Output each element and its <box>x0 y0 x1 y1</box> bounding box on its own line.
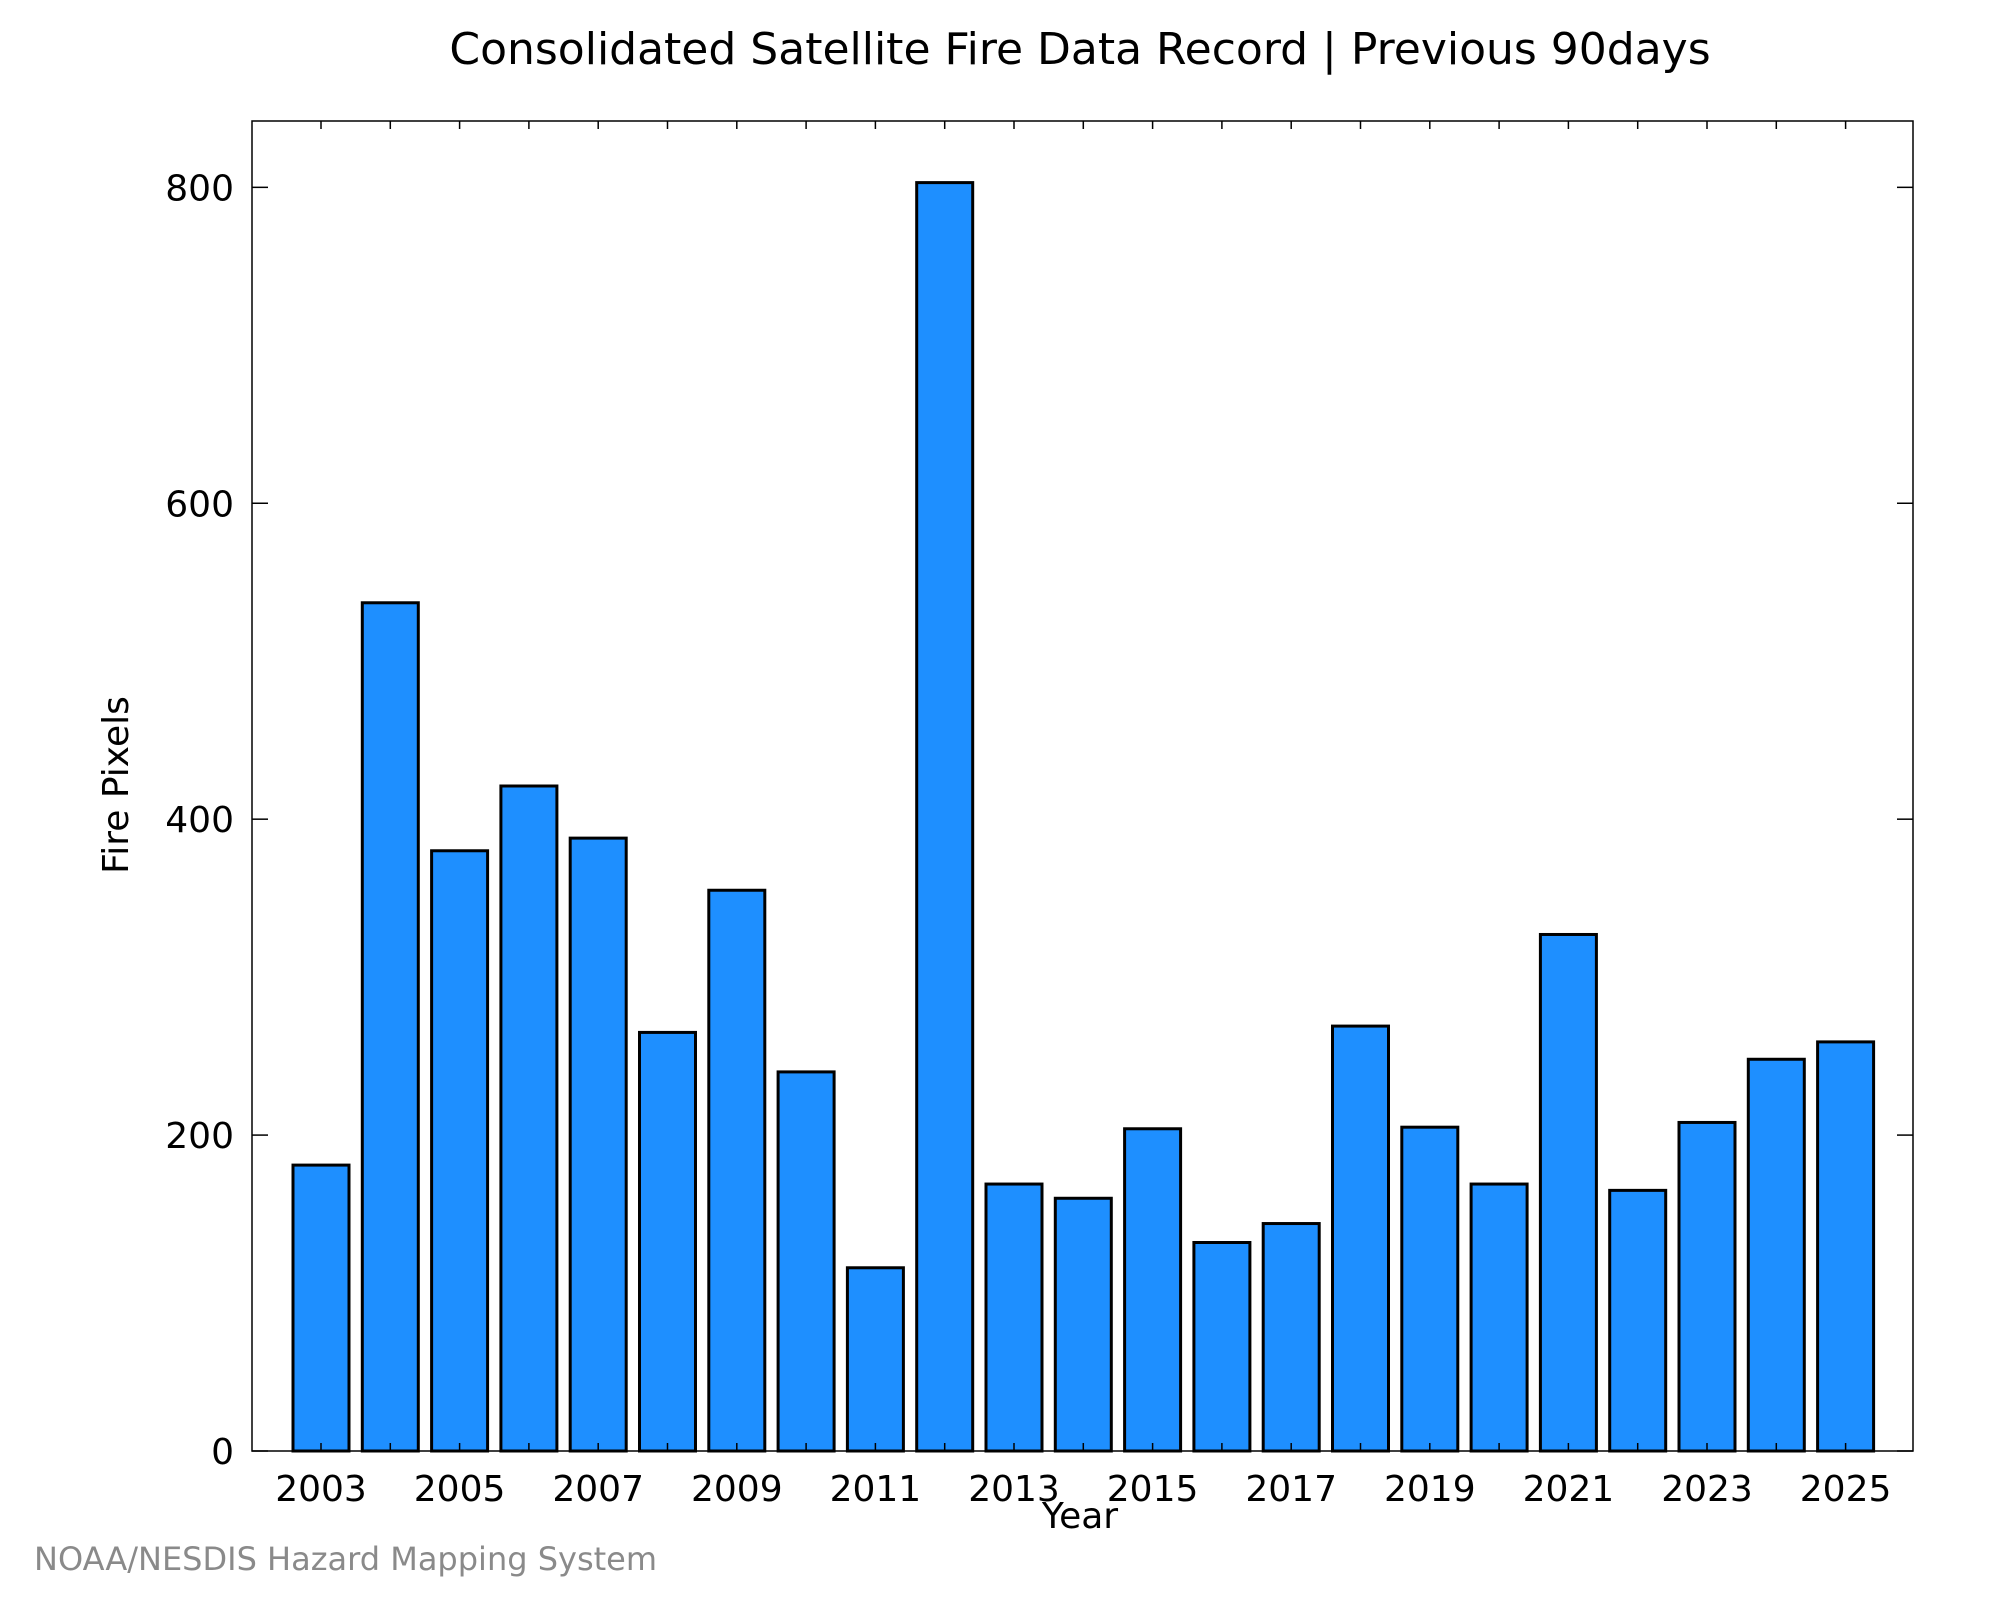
bar-2018 <box>1331 1024 1390 1453</box>
x-tick-label-2003: 2003 <box>275 1469 367 1510</box>
x-tick-label-2007: 2007 <box>552 1469 644 1510</box>
x-tick-label-2025: 2025 <box>1800 1469 1892 1510</box>
bar-2005 <box>430 849 490 1453</box>
y-tick-label-0: 0 <box>211 1432 234 1473</box>
bar-2020 <box>1469 1182 1529 1453</box>
bar-2025 <box>1816 1040 1876 1453</box>
bar-2009 <box>707 888 767 1453</box>
y-tick-label-400: 400 <box>165 800 234 841</box>
bar-2016 <box>1192 1240 1252 1453</box>
bar-2015 <box>1123 1127 1183 1453</box>
y-tick-label-800: 800 <box>165 168 234 209</box>
bar-2007 <box>568 836 628 1453</box>
bar-2004 <box>360 601 420 1453</box>
x-tick-label-2011: 2011 <box>830 1469 922 1510</box>
bar-2023 <box>1677 1120 1737 1453</box>
bar-2003 <box>291 1163 351 1453</box>
bar-2012 <box>915 181 975 1453</box>
bar-2006 <box>499 784 559 1453</box>
footer-credit: NOAA/NESDIS Hazard Mapping System <box>34 1540 658 1578</box>
x-tick-label-2009: 2009 <box>691 1469 783 1510</box>
y-axis-label: Fire Pixels <box>96 696 137 874</box>
x-axis-label: Year <box>1041 1496 1118 1537</box>
x-tick-label-2015: 2015 <box>1107 1469 1199 1510</box>
bar-2022 <box>1608 1188 1668 1453</box>
x-tick-label-2023: 2023 <box>1661 1469 1753 1510</box>
bars-layer <box>291 181 1876 1453</box>
y-tick-label-200: 200 <box>165 1116 234 1157</box>
x-tick-label-2019: 2019 <box>1384 1469 1476 1510</box>
ticks-layer: 0 200 400 600 800 2003 2005 2007 2009 2011 2013 201… <box>165 121 1913 1510</box>
bar-2017 <box>1261 1222 1321 1453</box>
x-tick-label-2017: 2017 <box>1245 1469 1337 1510</box>
bar-2019 <box>1400 1125 1460 1453</box>
chart-title: Consolidated Satellite Fire Data Record … <box>449 24 1710 75</box>
bar-2014 <box>1053 1196 1113 1453</box>
x-tick-label-2013: 2013 <box>968 1469 1060 1510</box>
bar-2008 <box>638 1030 697 1453</box>
bar-2013 <box>984 1182 1044 1453</box>
x-tick-label-2005: 2005 <box>414 1469 506 1510</box>
bar-2010 <box>776 1070 836 1453</box>
x-tick-label-2021: 2021 <box>1523 1469 1615 1510</box>
bar-2021 <box>1538 932 1598 1453</box>
y-tick-label-600: 600 <box>165 484 234 525</box>
bar-2024 <box>1746 1057 1806 1453</box>
bar-2011 <box>845 1266 905 1453</box>
